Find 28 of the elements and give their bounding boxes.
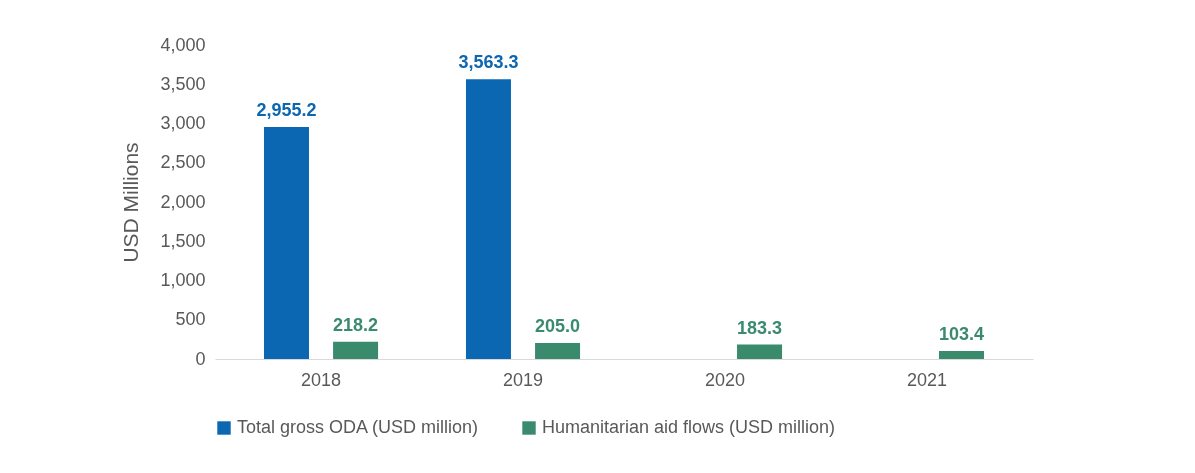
data-label: 183.3 xyxy=(737,317,783,338)
data-label: 3,563.3 xyxy=(458,52,519,73)
y-tick-label: 1,000 xyxy=(160,270,206,290)
x-tick-label: 2020 xyxy=(704,369,746,390)
legend-label: Total gross ODA (USD million) xyxy=(237,417,479,437)
bar xyxy=(263,127,309,359)
y-tick-label: 3,500 xyxy=(160,73,206,94)
y-tick-label: 500 xyxy=(175,309,206,330)
y-tick-label: 2,500 xyxy=(160,152,206,173)
y-tick-label: 4,000 xyxy=(160,34,206,55)
legend-label: Humanitarian aid flows (USD million) xyxy=(542,417,836,437)
data-label: 2,955.2 xyxy=(256,100,317,121)
x-tick-label: 2021 xyxy=(906,369,947,390)
bar xyxy=(737,344,783,359)
x-tick-label: 2019 xyxy=(502,369,544,390)
y-tick-label: 2,000 xyxy=(160,191,206,212)
bar xyxy=(535,342,581,359)
bar xyxy=(333,341,379,359)
data-label: 218.2 xyxy=(333,314,379,335)
bar xyxy=(465,79,511,359)
y-tick-label: 0 xyxy=(195,348,206,369)
y-tick-label: 3,000 xyxy=(160,113,206,133)
y-axis-title: USD Millions xyxy=(119,142,143,263)
bar xyxy=(939,350,985,359)
y-tick-label: 1,500 xyxy=(160,230,206,251)
data-label: 103.4 xyxy=(938,323,985,344)
data-label: 205.0 xyxy=(535,315,581,336)
x-tick-label: 2018 xyxy=(301,369,342,390)
